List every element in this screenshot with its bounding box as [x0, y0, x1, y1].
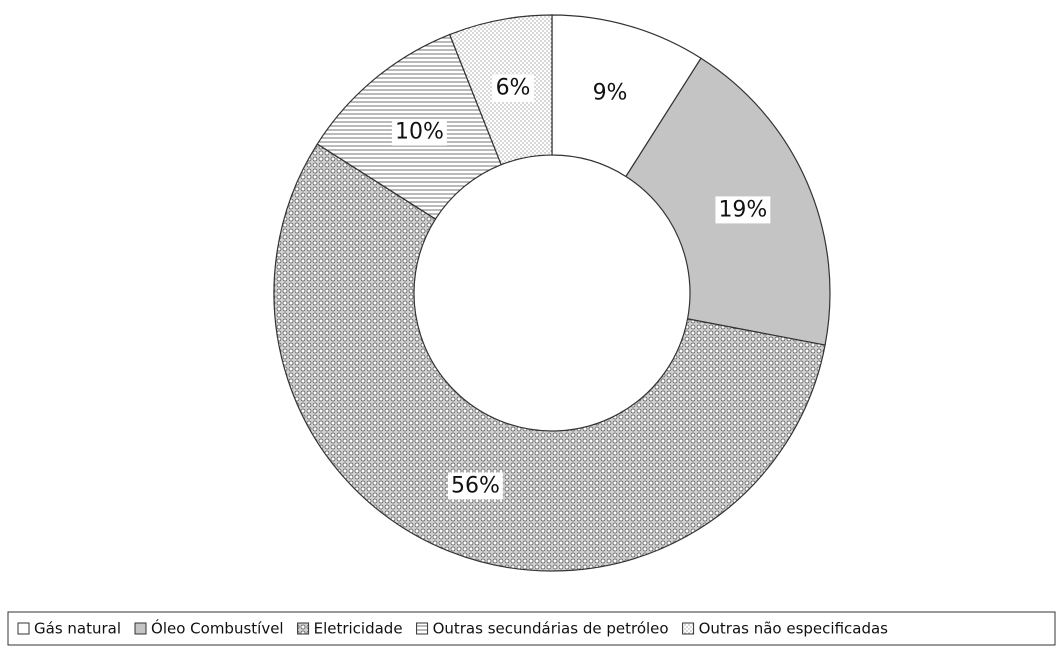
- legend-swatch: [682, 622, 695, 635]
- data-label-bg: [391, 118, 447, 146]
- legend-box: [7, 611, 1056, 646]
- legend-swatch: [416, 622, 429, 635]
- data-label: 56%: [451, 473, 500, 498]
- data-label: 9%: [593, 80, 628, 105]
- data-label: 19%: [718, 197, 767, 222]
- data-label-bg: [447, 472, 503, 500]
- legend-label: Outras não especificadas: [699, 620, 889, 638]
- data-label-bg: [589, 79, 631, 107]
- legend-label: Outras secundárias de petróleo: [433, 620, 669, 638]
- legend-label: Eletricidade: [314, 620, 403, 638]
- data-label: 10%: [395, 120, 444, 145]
- data-label-bg: [492, 74, 534, 102]
- donut-slice: [273, 143, 826, 572]
- legend-swatch: [134, 622, 147, 635]
- legend-swatch: [297, 622, 310, 635]
- data-label-bg: [715, 196, 771, 224]
- legend-swatch: [17, 622, 30, 635]
- legend-label: Gás natural: [34, 620, 121, 638]
- data-label: 6%: [496, 76, 531, 101]
- legend-label: Óleo Combustível: [151, 619, 284, 638]
